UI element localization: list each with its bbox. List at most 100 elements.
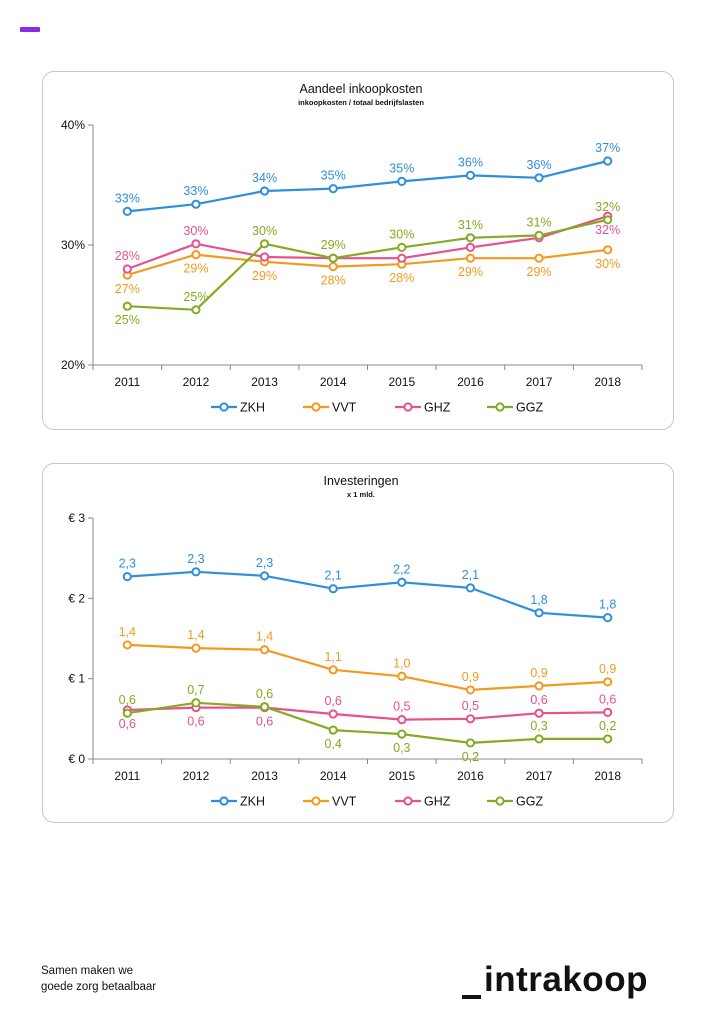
series-line-vvt [127, 643, 608, 691]
legend-label-zkh: ZKH [240, 795, 265, 809]
data-point-ggz [534, 734, 544, 744]
tagline-line-2: goede zorg betaalbaar [41, 981, 157, 993]
data-point-zkh [328, 184, 338, 194]
legend-marker-ghz [403, 402, 413, 412]
data-point-ggz [328, 725, 338, 735]
data-point-ghz [465, 714, 476, 724]
series-line-ghz [126, 215, 609, 271]
data-point-ggz [397, 242, 407, 252]
data-point-vvt [534, 253, 544, 263]
data-label-zkh: 35% [321, 169, 346, 183]
data-point-zkh [465, 583, 476, 593]
data-label-vvt: 1,4 [119, 625, 136, 639]
y-tick-label: € 0 [68, 752, 85, 766]
x-tick-label: 2015 [388, 769, 415, 783]
data-label-zkh: 2,3 [256, 556, 273, 570]
intrakoop-logo: intrakoop [462, 960, 648, 1000]
data-point-zkh [534, 608, 544, 618]
chart-panel-investeringen: Investeringen x 1 mld. € 0 € 1 € 2 € 3 2011 201… [42, 463, 674, 823]
data-point-ghz [191, 239, 201, 249]
data-label-vvt: 28% [389, 271, 414, 285]
data-point-vvt [191, 643, 201, 653]
series-line-zkh [127, 159, 608, 213]
logo-text: intrakoop [484, 960, 648, 999]
data-label-zkh: 37% [595, 141, 620, 155]
data-label-vvt: 29% [458, 265, 483, 279]
data-point-vvt [328, 262, 338, 272]
data-point-ghz [465, 242, 476, 252]
chart-inkoopkosten: Aandeel inkoopkosten inkoopkosten / totaa… [61, 82, 643, 415]
legend-marker-vvt [311, 796, 321, 806]
y-tick-label: € 3 [68, 511, 85, 525]
data-label-ggz: 0,2 [599, 719, 616, 733]
data-label-ghz: 30% [183, 224, 208, 238]
data-label-ggz: 29% [321, 238, 346, 252]
data-point-ggz [534, 230, 544, 240]
data-point-ghz [534, 708, 544, 718]
data-label-vvt: 1,4 [187, 628, 204, 642]
x-tick-label: 2011 [114, 769, 140, 783]
chart-subtitle: x 1 mld. [347, 490, 375, 499]
legend-marker-ggz [495, 402, 505, 412]
data-label-ggz: 0,3 [393, 741, 410, 755]
data-label-vvt: 0,9 [462, 670, 479, 684]
data-point-vvt [603, 677, 613, 687]
x-tick-label: 2014 [320, 769, 347, 783]
legend-label-ghz: GHZ [424, 401, 451, 415]
data-label-ghz: 0,6 [256, 715, 273, 729]
chart-title: Investeringen [323, 474, 398, 488]
chart-subtitle: inkoopkosten / totaal bedrijfslasten [298, 98, 424, 107]
data-label-zkh: 2,3 [119, 557, 136, 571]
data-label-ggz: 0,4 [324, 737, 341, 751]
data-point-zkh [259, 186, 270, 196]
data-point-zkh [122, 572, 132, 582]
data-label-vvt: 27% [115, 282, 140, 296]
y-tick-label: € 2 [68, 591, 85, 605]
legend-marker-ggz [495, 796, 505, 806]
data-label-vvt: 29% [252, 269, 277, 283]
x-tick-label: 2018 [594, 375, 621, 389]
data-point-ggz [465, 233, 476, 243]
data-label-ghz: 32% [595, 223, 620, 237]
legend-marker-zkh [219, 402, 229, 412]
data-point-zkh [397, 577, 407, 587]
series-line-ggz [127, 218, 608, 311]
data-point-zkh [465, 170, 476, 181]
x-tick-label: 2013 [251, 769, 278, 783]
x-tick-label: 2017 [526, 769, 553, 783]
data-point-vvt [534, 681, 544, 691]
data-label-ggz: 0,6 [256, 687, 273, 701]
data-label-ggz: 30% [252, 224, 277, 238]
data-label-ggz: 25% [115, 313, 140, 327]
legend-marker-ghz [403, 796, 413, 806]
data-point-zkh [328, 584, 338, 594]
data-point-ggz [465, 738, 476, 748]
data-label-zkh: 2,1 [462, 568, 479, 582]
data-point-ggz [259, 239, 270, 249]
data-point-zkh [191, 199, 201, 209]
data-point-vvt [259, 645, 270, 655]
x-tick-label: 2013 [251, 375, 278, 389]
data-point-vvt [328, 665, 338, 675]
data-point-zkh [259, 571, 270, 581]
data-label-zkh: 2,2 [393, 562, 410, 576]
data-label-ggz: 25% [183, 290, 208, 304]
data-label-ghz: 0,6 [324, 694, 341, 708]
data-point-ggz [191, 305, 201, 315]
chart-investeringen: Investeringen x 1 mld. € 0 € 1 € 2 € 3 2011 201… [68, 474, 643, 809]
data-point-ggz [603, 215, 613, 225]
data-label-zkh: 34% [252, 171, 277, 185]
footer-tagline: Samen maken we goede zorg betaalbaar [41, 963, 156, 995]
accent-dash [20, 27, 40, 32]
data-point-zkh [191, 567, 201, 577]
data-label-zkh: 1,8 [530, 593, 547, 607]
data-label-zkh: 1,8 [599, 598, 616, 612]
data-label-vvt: 28% [321, 274, 346, 288]
data-point-vvt [397, 671, 407, 681]
data-label-ggz: 0,3 [530, 719, 547, 733]
data-point-vvt [603, 245, 613, 255]
data-label-vvt: 0,9 [599, 662, 616, 676]
data-label-ggz: 30% [389, 227, 414, 241]
series-line-vvt [126, 248, 608, 277]
data-label-ggz: 0,6 [119, 693, 136, 707]
